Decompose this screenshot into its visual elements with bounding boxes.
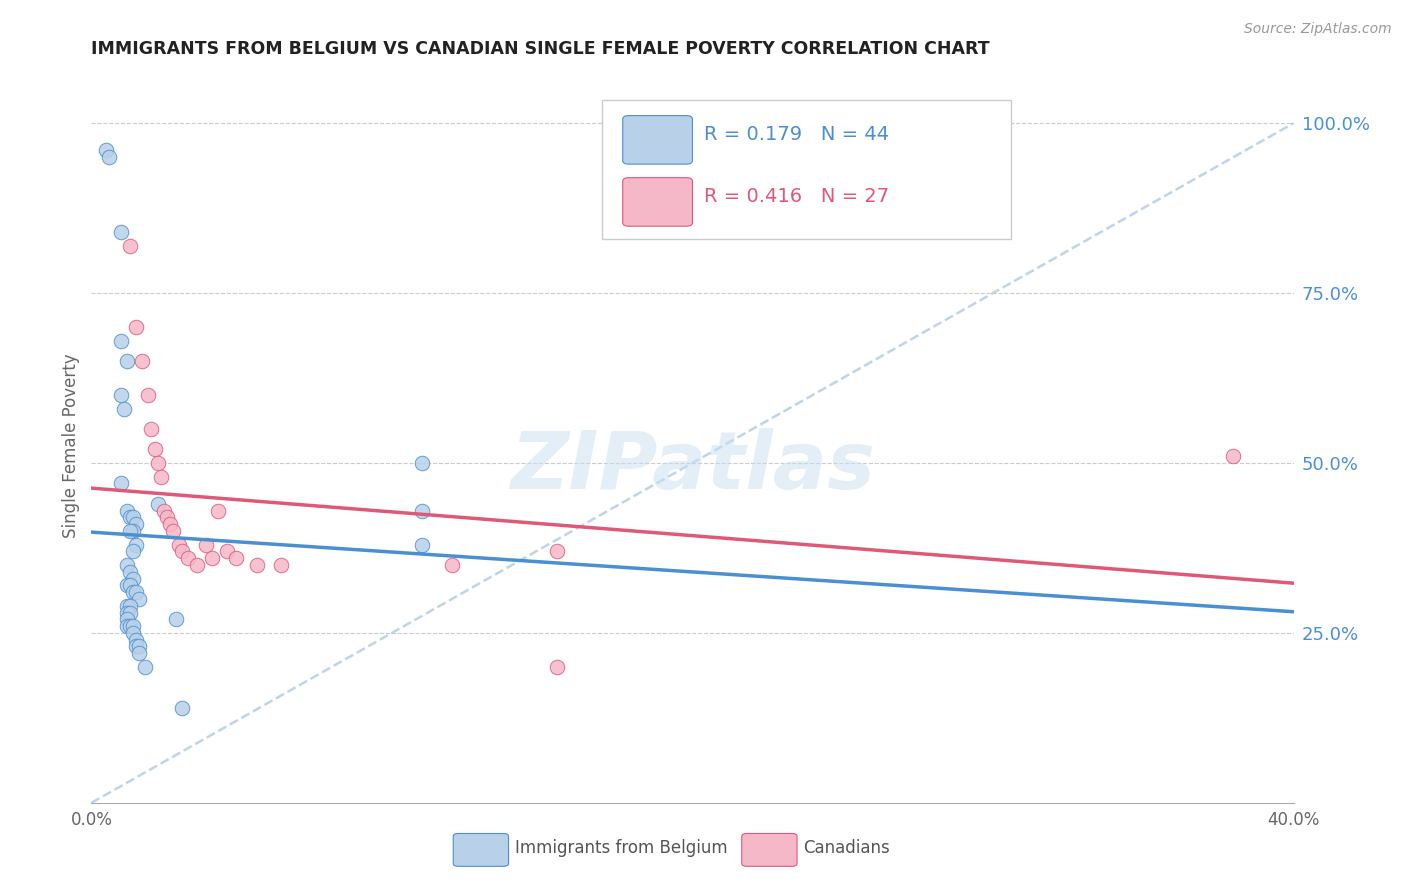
Point — [110, 334, 132, 348]
Point — [186, 558, 208, 572]
Text: Immigrants from Belgium: Immigrants from Belgium — [515, 839, 727, 857]
Point — [120, 606, 142, 620]
Point — [122, 619, 145, 633]
Point — [110, 476, 132, 491]
Point — [201, 551, 224, 566]
Point — [1222, 449, 1244, 463]
Point — [122, 626, 145, 640]
Point — [146, 456, 169, 470]
Point — [98, 150, 121, 164]
Point — [270, 558, 292, 572]
Point — [122, 585, 145, 599]
Point — [96, 144, 118, 158]
Text: R = 0.179   N = 44: R = 0.179 N = 44 — [704, 125, 890, 144]
Point — [170, 544, 193, 558]
Point — [152, 503, 174, 517]
Y-axis label: Single Female Poverty: Single Female Poverty — [62, 354, 80, 538]
Point — [128, 640, 150, 654]
Point — [546, 660, 568, 674]
Point — [120, 599, 142, 613]
Point — [440, 558, 463, 572]
Point — [176, 551, 198, 566]
Point — [120, 578, 142, 592]
Point — [215, 544, 238, 558]
Text: IMMIGRANTS FROM BELGIUM VS CANADIAN SINGLE FEMALE POVERTY CORRELATION CHART: IMMIGRANTS FROM BELGIUM VS CANADIAN SING… — [91, 40, 990, 58]
Point — [194, 537, 217, 551]
Point — [117, 503, 139, 517]
Point — [110, 388, 132, 402]
Point — [117, 599, 139, 613]
Point — [120, 565, 142, 579]
Point — [125, 640, 148, 654]
Point — [159, 517, 181, 532]
Point — [138, 388, 160, 402]
Text: ZIPatlas: ZIPatlas — [510, 428, 875, 507]
Point — [114, 401, 136, 416]
Point — [170, 700, 193, 714]
Point — [411, 456, 433, 470]
Point — [131, 354, 153, 368]
Point — [125, 585, 148, 599]
Point — [117, 558, 139, 572]
Point — [117, 354, 139, 368]
FancyBboxPatch shape — [453, 833, 509, 866]
Text: Canadians: Canadians — [803, 839, 890, 857]
Point — [146, 497, 169, 511]
Point — [117, 619, 139, 633]
Point — [120, 510, 142, 524]
Point — [207, 503, 229, 517]
Point — [546, 544, 568, 558]
Point — [125, 517, 148, 532]
Text: R = 0.416   N = 27: R = 0.416 N = 27 — [704, 186, 890, 206]
Point — [122, 572, 145, 586]
Point — [141, 422, 163, 436]
Point — [225, 551, 247, 566]
Point — [128, 591, 150, 606]
Point — [125, 632, 148, 647]
Point — [117, 578, 139, 592]
Point — [134, 660, 156, 674]
Point — [155, 510, 177, 524]
Point — [165, 612, 187, 626]
Text: Source: ZipAtlas.com: Source: ZipAtlas.com — [1244, 22, 1392, 37]
Point — [411, 503, 433, 517]
FancyBboxPatch shape — [623, 178, 692, 227]
FancyBboxPatch shape — [602, 100, 1011, 239]
Point — [128, 646, 150, 660]
Point — [125, 537, 148, 551]
Point — [125, 320, 148, 334]
Point — [120, 524, 142, 538]
Point — [120, 238, 142, 252]
FancyBboxPatch shape — [742, 833, 797, 866]
Point — [162, 524, 184, 538]
Point — [122, 524, 145, 538]
Point — [122, 510, 145, 524]
Point — [246, 558, 269, 572]
Point — [149, 469, 172, 483]
Point — [122, 544, 145, 558]
FancyBboxPatch shape — [623, 116, 692, 164]
Point — [411, 537, 433, 551]
Point — [120, 619, 142, 633]
Point — [117, 612, 139, 626]
Point — [110, 225, 132, 239]
Point — [167, 537, 190, 551]
Point — [117, 606, 139, 620]
Point — [143, 442, 166, 457]
